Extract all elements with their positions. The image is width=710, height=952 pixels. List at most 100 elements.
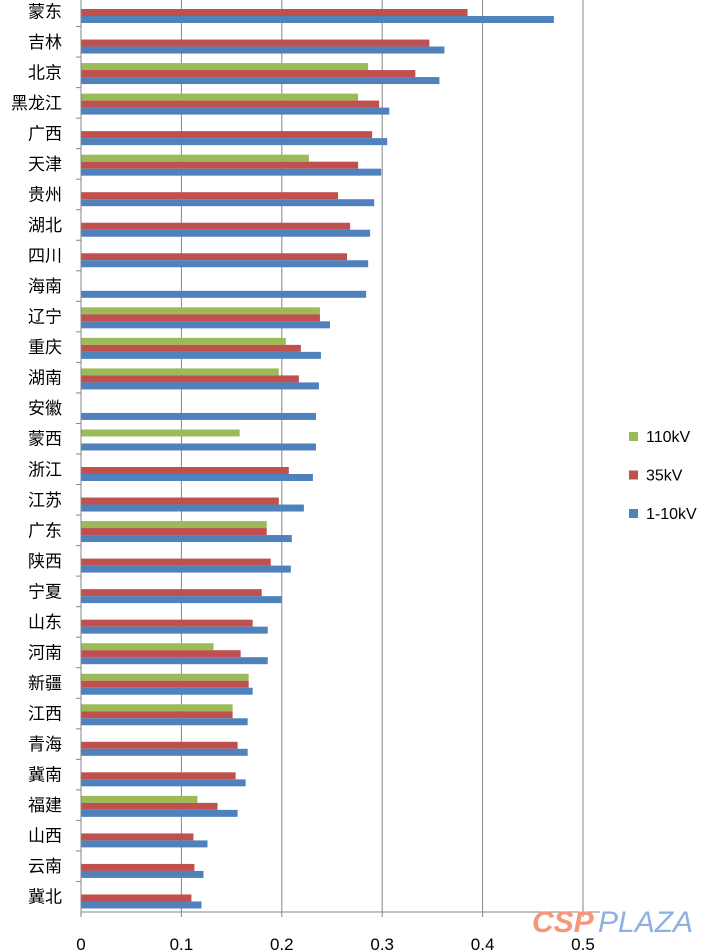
bar-35kV-浙江 [81, 467, 289, 474]
bar-35kV-黑龙江 [81, 100, 380, 108]
watermark: CSP PLAZA [532, 906, 693, 939]
bar-1-10kV-江西 [81, 718, 248, 726]
bar-110kV-江西 [81, 704, 233, 712]
legend-swatch-35kV [629, 470, 638, 480]
bar-1-10kV-湖南 [81, 382, 319, 390]
bar-1-10kV-蒙西 [81, 443, 316, 451]
bar-35kV-北京 [81, 70, 416, 78]
legend-label: 1-10kV [646, 506, 697, 523]
bar-1-10kV-四川 [81, 260, 369, 268]
bar-35kV-江西 [81, 711, 233, 719]
category-label: 新疆 [28, 674, 62, 694]
bar-1-10kV-山东 [81, 626, 268, 634]
x-tick-label: 0.4 [471, 935, 495, 952]
bar-1-10kV-浙江 [81, 474, 313, 481]
bar-110kV-广东 [81, 521, 267, 529]
bar-110kV-河南 [81, 643, 214, 651]
category-label: 蒙东 [28, 2, 62, 22]
category-label: 四川 [28, 247, 62, 267]
legend-label: 35kV [646, 468, 683, 485]
x-tick-label: 0.2 [270, 935, 294, 952]
legend-label: 110kV [646, 429, 691, 446]
legend-swatch-1-10kV [629, 509, 638, 518]
category-label: 蒙西 [28, 430, 62, 450]
category-label: 贵州 [28, 185, 62, 205]
category-label: 黑龙江 [11, 94, 62, 114]
bar-35kV-宁夏 [81, 589, 262, 597]
bar-35kV-山西 [81, 833, 194, 841]
bar-110kV-天津 [81, 154, 309, 162]
axes [76, 0, 600, 917]
category-label: 重庆 [28, 338, 62, 358]
bar-110kV-福建 [81, 795, 198, 803]
watermark-csp: CSP [532, 906, 595, 939]
bar-1-10kV-天津 [81, 168, 382, 176]
bar-35kV-湖北 [81, 222, 351, 230]
bar-1-10kV-蒙东 [81, 16, 554, 23]
bar-1-10kV-吉林 [81, 46, 445, 54]
bar-35kV-重庆 [81, 344, 301, 352]
bar-1-10kV-青海 [81, 748, 248, 756]
category-label: 山东 [28, 613, 62, 633]
x-tick-label: 0.3 [370, 935, 394, 952]
gridlines [180, 0, 584, 912]
bar-35kV-新疆 [81, 680, 249, 688]
category-label: 陕西 [28, 552, 62, 572]
bar-110kV-湖南 [81, 368, 279, 376]
category-label: 宁夏 [28, 582, 62, 602]
bar-110kV-新疆 [81, 673, 249, 681]
x-tick-label: 0.5 [571, 935, 595, 952]
category-label: 福建 [28, 796, 62, 816]
category-label: 广西 [28, 124, 62, 144]
bar-35kV-云南 [81, 863, 195, 871]
bar-1-10kV-陕西 [81, 565, 291, 573]
category-label: 云南 [28, 857, 62, 877]
category-label: 北京 [28, 63, 62, 83]
bar-35kV-广西 [81, 131, 373, 139]
bar-1-10kV-新疆 [81, 687, 253, 695]
category-label: 吉林 [28, 33, 62, 53]
bar-110kV-蒙西 [81, 429, 240, 437]
bar-1-10kV-云南 [81, 870, 204, 878]
category-label: 天津 [28, 155, 62, 175]
bar-1-10kV-重庆 [81, 351, 321, 359]
bar-1-10kV-安徽 [81, 412, 316, 420]
category-label: 湖南 [28, 369, 62, 389]
bar-35kV-冀北 [81, 894, 192, 902]
legend: 110kV 35kV 1-10kV [629, 429, 697, 523]
bar-1-10kV-海南 [81, 290, 367, 298]
category-label: 湖北 [28, 216, 62, 236]
bar-1-10kV-北京 [81, 77, 440, 85]
bar-35kV-贵州 [81, 192, 339, 200]
bar-35kV-青海 [81, 741, 238, 749]
bar-1-10kV-黑龙江 [81, 107, 390, 115]
bar-35kV-蒙东 [81, 9, 468, 16]
bar-35kV-陕西 [81, 558, 271, 566]
bar-1-10kV-冀北 [81, 901, 202, 909]
bar-35kV-江苏 [81, 497, 279, 505]
bars [81, 9, 554, 909]
watermark-plaza: PLAZA [598, 906, 693, 939]
bar-110kV-黑龙江 [81, 93, 359, 101]
category-label: 浙江 [28, 460, 62, 480]
x-tick-label: 0.1 [170, 935, 194, 952]
bar-35kV-湖南 [81, 375, 299, 383]
bar-1-10kV-河南 [81, 657, 268, 665]
bar-1-10kV-宁夏 [81, 596, 282, 604]
bar-1-10kV-冀南 [81, 779, 246, 787]
bar-110kV-重庆 [81, 337, 286, 345]
bar-110kV-辽宁 [81, 307, 320, 315]
category-label: 广东 [28, 521, 62, 541]
bar-35kV-天津 [81, 161, 359, 169]
bar-35kV-冀南 [81, 772, 236, 780]
bar-35kV-吉林 [81, 39, 430, 47]
x-tick-labels: 0 0.1 0.2 0.3 0.4 0.5 [76, 935, 595, 952]
category-labels: 蒙东吉林北京黑龙江广西天津贵州湖北四川海南辽宁重庆湖南安徽蒙西浙江江苏广东陕西宁… [11, 2, 62, 907]
bar-1-10kV-广东 [81, 535, 292, 543]
bar-1-10kV-江苏 [81, 504, 304, 512]
category-label: 山西 [28, 827, 62, 847]
category-label: 辽宁 [28, 308, 62, 328]
x-tick-label: 0 [76, 935, 85, 952]
category-label: 安徽 [28, 399, 62, 419]
